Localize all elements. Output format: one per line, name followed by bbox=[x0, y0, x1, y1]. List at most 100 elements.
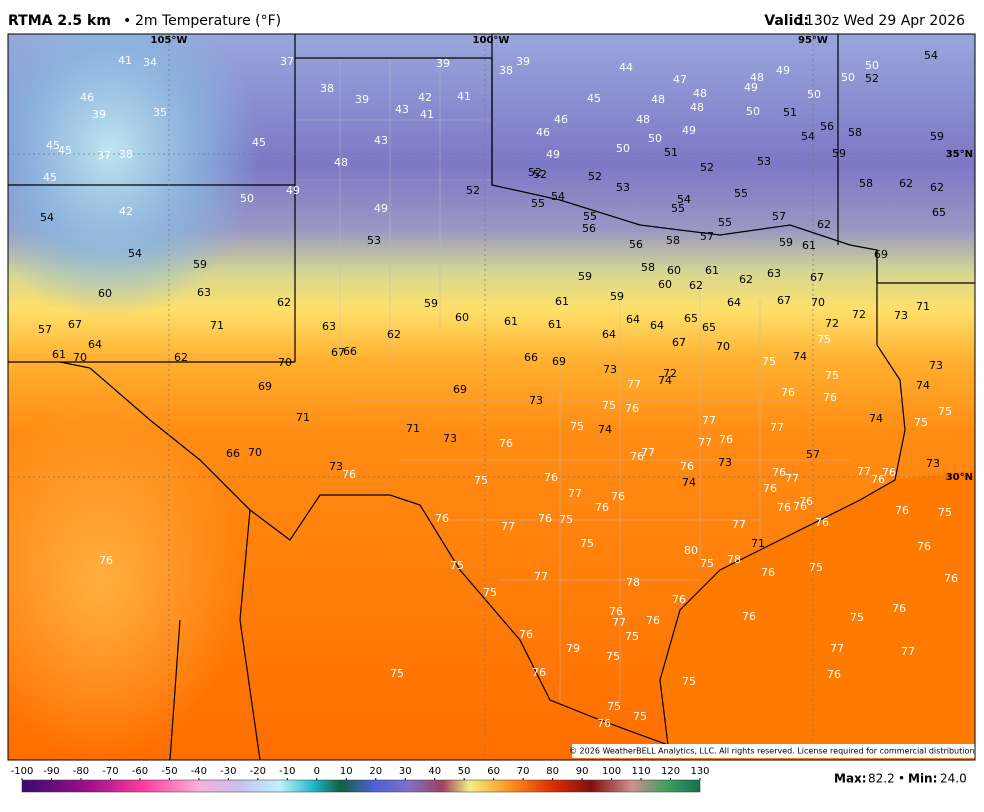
station-temp: 48 bbox=[750, 71, 764, 84]
colorbar bbox=[21, 779, 701, 793]
station-temp: 76 bbox=[917, 540, 931, 553]
station-temp: 75 bbox=[914, 416, 928, 429]
county-lines bbox=[295, 58, 850, 700]
station-temp: 74 bbox=[793, 350, 807, 363]
station-temp: 75 bbox=[938, 506, 952, 519]
station-temp: 64 bbox=[88, 338, 102, 351]
station-temp: 56 bbox=[820, 120, 834, 133]
min-value: 24.0 bbox=[940, 772, 967, 786]
max-label: Max: bbox=[834, 772, 867, 786]
station-temp: 76 bbox=[944, 572, 958, 585]
station-temp: 76 bbox=[672, 593, 686, 606]
station-temp: 76 bbox=[646, 614, 660, 627]
station-temp: 75 bbox=[474, 474, 488, 487]
station-temp: 75 bbox=[682, 675, 696, 688]
station-temp: 70 bbox=[73, 351, 87, 364]
station-temp: 69 bbox=[453, 383, 467, 396]
station-temp: 77 bbox=[732, 518, 746, 531]
station-temp: 60 bbox=[667, 264, 681, 277]
colorbar-tick-label: -90 bbox=[43, 766, 59, 777]
station-temp: 56 bbox=[582, 222, 596, 235]
station-temp: 42 bbox=[418, 91, 432, 104]
station-temp: 46 bbox=[536, 126, 550, 139]
station-temp: 67 bbox=[672, 336, 686, 349]
station-temp: 75 bbox=[483, 586, 497, 599]
longitude-label: 105°W bbox=[151, 35, 188, 46]
station-temp: 51 bbox=[664, 146, 678, 159]
station-temp: 73 bbox=[443, 432, 457, 445]
station-temp: 76 bbox=[680, 460, 694, 473]
station-temp: 78 bbox=[727, 553, 741, 566]
station-temp: 75 bbox=[450, 559, 464, 572]
station-temp: 75 bbox=[700, 557, 714, 570]
warm-region bbox=[8, 400, 240, 760]
colorbar-tick-label: -20 bbox=[250, 766, 266, 777]
colorbar-tick-label: -80 bbox=[73, 766, 89, 777]
station-temp: 41 bbox=[420, 108, 434, 121]
station-temp: 64 bbox=[602, 328, 616, 341]
station-temp: 75 bbox=[938, 405, 952, 418]
station-temp: 59 bbox=[610, 290, 624, 303]
station-temp: 74 bbox=[598, 423, 612, 436]
station-temp: 63 bbox=[197, 286, 211, 299]
station-temp: 75 bbox=[633, 710, 647, 723]
station-temp: 76 bbox=[519, 628, 533, 641]
station-temp: 76 bbox=[532, 666, 546, 679]
colorbar-tick-label: 40 bbox=[428, 766, 441, 777]
station-temp: 76 bbox=[611, 490, 625, 503]
station-temp: 55 bbox=[531, 197, 545, 210]
station-temp: 57 bbox=[38, 323, 52, 336]
station-temp: 74 bbox=[916, 379, 930, 392]
station-temp: 50 bbox=[841, 71, 855, 84]
station-temp: 75 bbox=[850, 611, 864, 624]
colorbar-tick-label: 120 bbox=[661, 766, 680, 777]
station-temp: 48 bbox=[690, 101, 704, 114]
colorbar-tick-label: 30 bbox=[399, 766, 412, 777]
station-temp: 80 bbox=[684, 544, 698, 557]
station-temp: 75 bbox=[825, 369, 839, 382]
station-temp: 75 bbox=[607, 700, 621, 713]
colorbar-tick-label: -60 bbox=[132, 766, 148, 777]
station-temp: 47 bbox=[673, 73, 687, 86]
colorbar-tick-label: -10 bbox=[279, 766, 295, 777]
station-temp: 76 bbox=[793, 500, 807, 513]
station-temp: 66 bbox=[226, 447, 240, 460]
station-temp: 48 bbox=[651, 93, 665, 106]
station-temp: 62 bbox=[387, 328, 401, 341]
colorbar-tick-label: 10 bbox=[340, 766, 353, 777]
separator: • bbox=[898, 772, 905, 786]
colorbar-tick-label: 20 bbox=[369, 766, 382, 777]
station-temp: 55 bbox=[671, 202, 685, 215]
field-name: 2m Temperature (°F) bbox=[135, 13, 281, 29]
station-temp: 45 bbox=[58, 144, 72, 157]
station-temp: 75 bbox=[580, 537, 594, 550]
station-temp: 61 bbox=[548, 318, 562, 331]
latitude-label: 35°N bbox=[946, 149, 973, 160]
station-temp: 70 bbox=[248, 446, 262, 459]
station-temp: 76 bbox=[761, 566, 775, 579]
station-temp: 77 bbox=[568, 487, 582, 500]
station-temp: 38 bbox=[119, 148, 133, 161]
colorbar-tick-label: -40 bbox=[191, 766, 207, 777]
station-temp: 65 bbox=[684, 312, 698, 325]
station-temp: 73 bbox=[529, 394, 543, 407]
station-temp: 64 bbox=[727, 296, 741, 309]
station-temp: 77 bbox=[627, 378, 641, 391]
station-temp: 77 bbox=[901, 645, 915, 658]
station-temp: 70 bbox=[278, 356, 292, 369]
station-temp: 77 bbox=[501, 520, 515, 533]
colorbar-ticks: -100 -90 -80 -70 -60 -50 -40 -30 -20 -10 0 10 20 30 40… bbox=[11, 766, 710, 780]
max-value: 82.2 bbox=[868, 772, 895, 786]
station-temp: 77 bbox=[641, 446, 655, 459]
station-temp: 75 bbox=[817, 333, 831, 346]
station-temp: 37 bbox=[280, 55, 294, 68]
station-temp: 70 bbox=[811, 296, 825, 309]
station-temp: 76 bbox=[882, 466, 896, 479]
station-temp: 35 bbox=[153, 106, 167, 119]
station-temp: 58 bbox=[666, 234, 680, 247]
station-temp: 75 bbox=[606, 650, 620, 663]
station-temp: 77 bbox=[698, 436, 712, 449]
station-temp: 76 bbox=[625, 402, 639, 415]
station-temp: 52 bbox=[865, 72, 879, 85]
